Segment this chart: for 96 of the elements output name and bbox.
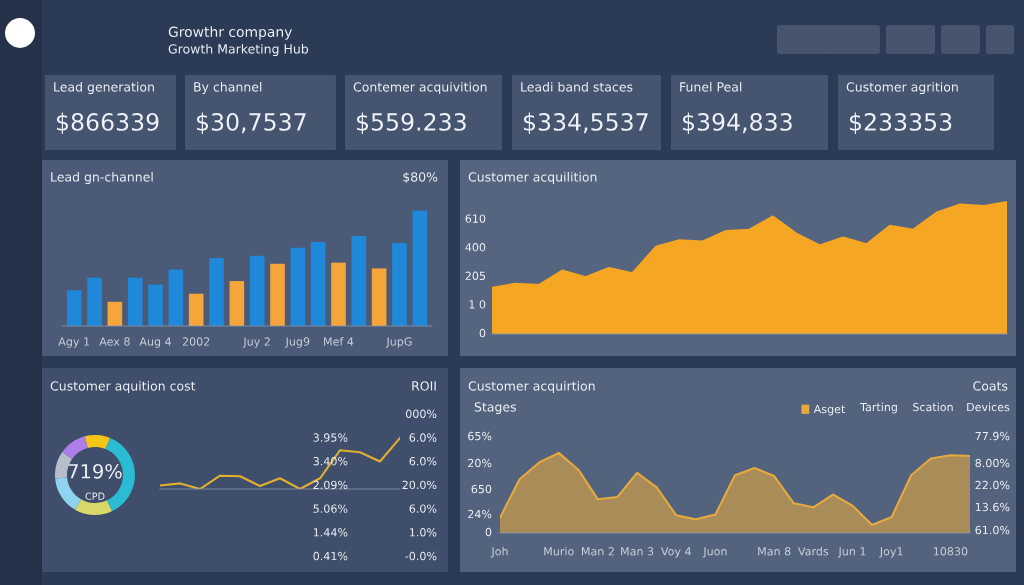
chart-title: Customer acquilition	[468, 171, 597, 185]
text: 610	[465, 214, 486, 223]
bar	[290, 247, 306, 326]
text: 1.44%	[313, 528, 348, 537]
text: 77.9%	[975, 431, 1010, 441]
x-tick-label: Man 2	[581, 547, 614, 556]
text: Stages	[474, 402, 517, 415]
text: $80%	[403, 171, 438, 184]
donut-slice	[55, 477, 81, 510]
x-tick-label: Jug9	[285, 337, 310, 348]
bar	[87, 277, 102, 326]
text: 6.0%	[409, 433, 437, 442]
bar	[188, 293, 204, 326]
text: 650	[471, 484, 492, 494]
text: 24%	[468, 509, 492, 519]
x-tick-label: Joy1	[879, 547, 903, 558]
bar	[351, 236, 367, 326]
x-tick-label: Juon	[702, 547, 727, 558]
text: 6.0%	[409, 457, 437, 466]
text: Contemer acquivition	[353, 81, 487, 95]
x-tick-label: JupG	[385, 337, 412, 348]
text: Leadi band staces	[521, 81, 633, 92]
text: 6.0%	[409, 504, 437, 513]
donut-slice	[84, 435, 111, 450]
x-tick-label: Joh	[490, 546, 508, 558]
text: -0.0%	[405, 551, 437, 561]
text: 400	[465, 243, 486, 252]
chart-title: Customer acquirtion	[468, 380, 595, 394]
text: Tarting	[860, 402, 897, 414]
text: 65%	[468, 431, 492, 441]
chart-title: Lead gn-channel	[51, 171, 153, 185]
bar	[229, 281, 245, 326]
bar	[331, 262, 346, 326]
bar	[148, 284, 163, 326]
bar	[392, 243, 407, 326]
bar	[412, 210, 428, 326]
text: 0	[479, 328, 486, 338]
x-tick-label: Vards	[798, 546, 829, 556]
annotation: 3.95%	[313, 433, 348, 442]
chart-title: Customer aquition cost	[50, 380, 196, 394]
text: 20%	[468, 458, 492, 468]
text: 0.41%	[313, 551, 348, 561]
text: 719%	[68, 463, 122, 479]
x-tick-label: 10830	[933, 547, 968, 556]
text: 5.06%	[313, 504, 348, 513]
bar	[127, 277, 143, 326]
bar	[107, 301, 123, 326]
donut-slice	[62, 436, 88, 459]
text: 1 0	[469, 300, 486, 309]
donut-slice	[75, 499, 112, 515]
bar	[249, 255, 265, 326]
bar	[310, 241, 326, 326]
x-tick-label: Man 3	[621, 547, 654, 556]
text: 61.0%	[975, 525, 1010, 535]
text: ROII	[412, 381, 436, 391]
text: 000%	[405, 409, 437, 419]
x-tick-label: Voy 4	[660, 547, 691, 558]
text: CPD	[85, 492, 105, 500]
text: $233353	[849, 112, 952, 134]
x-tick-label: Aug 4	[139, 337, 172, 348]
x-tick-label: Murio	[544, 546, 574, 556]
text: Customer agrition	[846, 81, 958, 95]
bar	[168, 269, 184, 326]
text: Coats	[973, 381, 1008, 391]
legend-label: Asget	[813, 405, 846, 416]
text: Scation	[913, 402, 953, 412]
annotation: 2.09%	[313, 480, 348, 490]
text: $394,833	[682, 112, 792, 134]
text: Growth Marketing Hub	[168, 43, 309, 57]
text: 20.0%	[402, 480, 437, 490]
x-tick-label: Juy 2	[242, 337, 270, 348]
text: Lead generation	[54, 81, 154, 95]
bar	[371, 268, 387, 326]
x-tick-label: Aex 8	[99, 337, 130, 346]
text: 1.0%	[409, 528, 437, 537]
x-tick-label: 2002	[182, 337, 210, 346]
x-tick-label: Agy 1	[58, 337, 90, 348]
text: $866339	[56, 112, 159, 134]
text: $559.233	[356, 112, 466, 134]
text: 0	[485, 527, 492, 537]
text: Funel Peal	[680, 81, 742, 92]
text: By channel	[194, 81, 262, 95]
text: 205	[465, 271, 486, 281]
bar	[66, 290, 82, 326]
x-tick-label: Jun 1	[837, 547, 866, 558]
text: $334,5537	[523, 112, 648, 134]
text: 22.0%	[975, 480, 1010, 490]
x-tick-label: Man 8	[758, 547, 791, 556]
text: 13.6%	[975, 502, 1010, 512]
text: Devices	[967, 402, 1010, 412]
text: 8.00%	[975, 458, 1010, 468]
text: $30,7537	[196, 112, 306, 134]
bar	[270, 263, 285, 326]
bar	[209, 258, 224, 326]
x-tick-label: Mef 4	[324, 337, 354, 346]
text: Growthr company	[168, 26, 292, 40]
